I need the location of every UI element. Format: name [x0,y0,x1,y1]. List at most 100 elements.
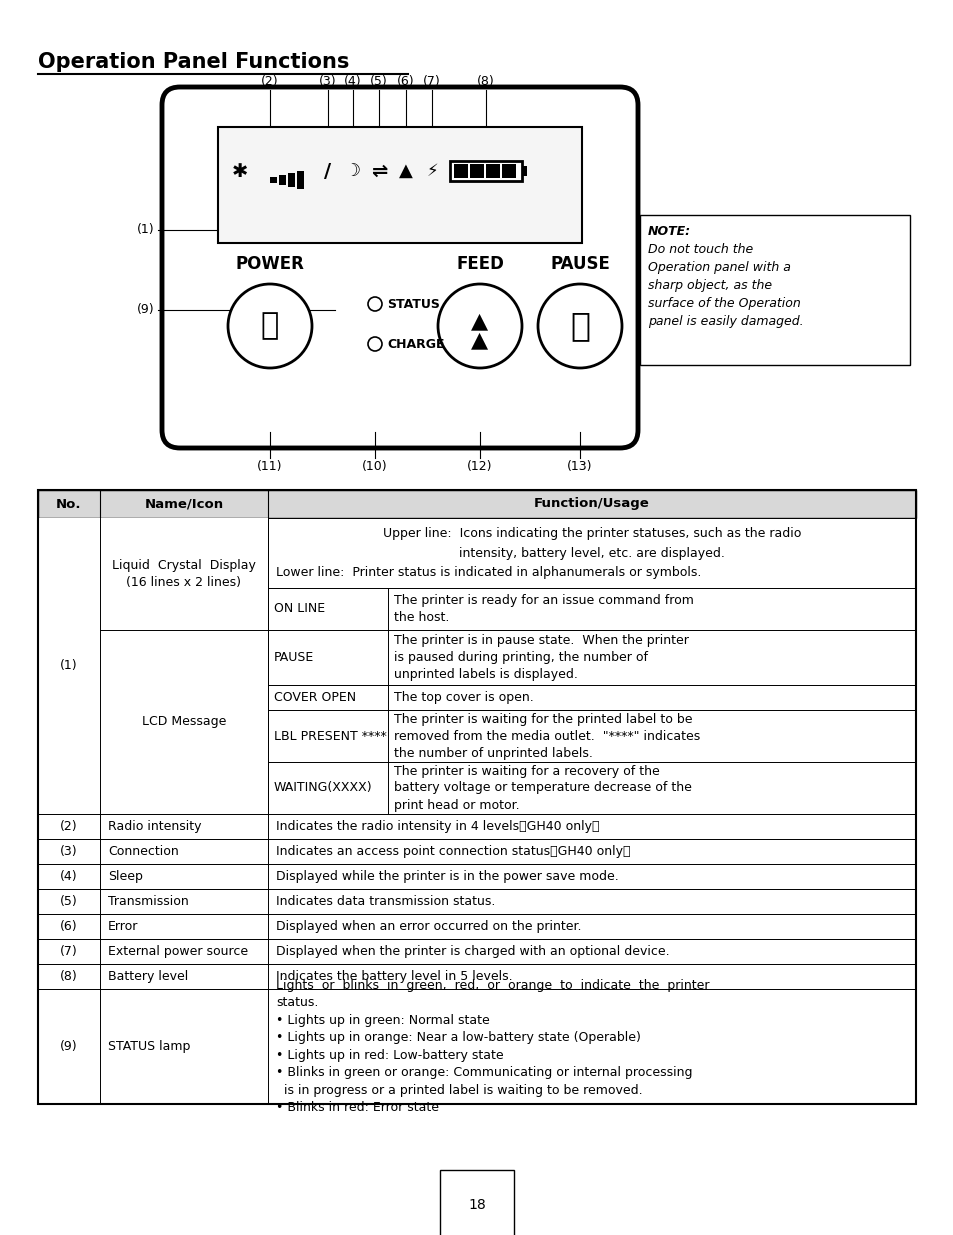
Text: (2): (2) [261,75,278,88]
Text: ▲: ▲ [471,311,488,331]
Text: (10): (10) [362,459,388,473]
Text: ON LINE: ON LINE [274,603,325,615]
Bar [38,914,915,939]
Text: ⏸: ⏸ [569,310,589,342]
Bar [38,989,915,1104]
Text: (8): (8) [476,75,495,88]
Bar [38,864,915,889]
Bar [100,517,268,630]
Bar [296,172,304,189]
Text: LBL PRESENT ****: LBL PRESENT **** [274,730,386,742]
Text: (2): (2) [60,820,78,832]
Bar [38,685,915,710]
Text: Function/Usage: Function/Usage [534,498,649,510]
Bar [454,164,468,178]
Bar [38,517,100,814]
Text: COVER OPEN: COVER OPEN [274,692,355,704]
Bar [38,630,915,685]
Text: Radio intensity: Radio intensity [108,820,201,832]
Text: (4): (4) [60,869,78,883]
Circle shape [437,284,521,368]
Bar [288,173,294,186]
Text: (9): (9) [137,304,154,316]
Bar [38,490,915,517]
Bar [100,630,268,814]
Text: (13): (13) [567,459,592,473]
Text: Lights  or  blinks  in  green,  red,  or  orange  to  indicate  the  printer
sta: Lights or blinks in green, red, or orang… [275,979,709,1114]
Text: Do not touch the
Operation panel with a
sharp object, as the
surface of the Oper: Do not touch the Operation panel with a … [647,243,802,329]
Text: (3): (3) [319,75,336,88]
Text: (6): (6) [60,920,78,932]
Bar [38,889,915,914]
Text: PAUSE: PAUSE [550,256,609,273]
Bar [38,762,915,814]
FancyBboxPatch shape [162,86,638,448]
Text: (5): (5) [370,75,388,88]
Text: (5): (5) [60,895,78,908]
Circle shape [228,284,312,368]
Bar [38,710,915,762]
Text: ⚡: ⚡ [426,162,437,180]
Text: ⏻: ⏻ [260,311,279,341]
Text: The top cover is open.: The top cover is open. [394,692,533,704]
Text: The printer is waiting for a recovery of the
battery voltage or temperature decr: The printer is waiting for a recovery of… [394,764,691,811]
Text: CHARGE: CHARGE [387,337,444,351]
Text: Indicates an access point connection status（GH40 only）: Indicates an access point connection sta… [275,845,630,858]
Text: NOTE:: NOTE: [647,225,690,238]
Text: ▲: ▲ [398,162,413,180]
Bar [521,165,526,177]
Bar [218,127,581,243]
Text: /: / [324,162,332,180]
Bar [470,164,483,178]
Bar [450,161,521,182]
Text: Liquid  Crystal  Display
(16 lines x 2 lines): Liquid Crystal Display (16 lines x 2 lin… [112,559,255,589]
Bar [639,215,909,366]
Text: Operation Panel Functions: Operation Panel Functions [38,52,349,72]
Text: POWER: POWER [235,256,304,273]
Text: (9): (9) [60,1040,78,1053]
Text: (8): (8) [60,969,78,983]
Text: PAUSE: PAUSE [274,651,314,664]
Text: ⇌: ⇌ [371,162,387,180]
Text: Indicates data transmission status.: Indicates data transmission status. [275,895,495,908]
Text: WAITING(XXXX): WAITING(XXXX) [274,782,373,794]
Text: Indicates the radio intensity in 4 levels（GH40 only）: Indicates the radio intensity in 4 level… [275,820,598,832]
Text: Displayed when an error occurred on the printer.: Displayed when an error occurred on the … [275,920,581,932]
Text: Sleep: Sleep [108,869,143,883]
Text: Lower line:  Printer status is indicated in alphanumerals or symbols.: Lower line: Printer status is indicated … [275,566,700,579]
Bar [38,588,915,630]
Bar [270,177,276,183]
Bar [501,164,516,178]
Text: (3): (3) [60,845,78,858]
Text: Displayed while the printer is in the power save mode.: Displayed while the printer is in the po… [275,869,618,883]
Text: ▲: ▲ [471,330,488,350]
Text: (7): (7) [423,75,440,88]
Text: 18: 18 [468,1198,485,1212]
Text: intensity, battery level, etc. are displayed.: intensity, battery level, etc. are displ… [458,547,724,559]
Bar [38,965,915,989]
Text: (12): (12) [467,459,493,473]
Text: (1): (1) [60,659,78,673]
Text: Upper line:  Icons indicating the printer statuses, such as the radio: Upper line: Icons indicating the printer… [382,527,801,540]
Text: No.: No. [56,498,82,510]
Text: The printer is ready for an issue command from
the host.: The printer is ready for an issue comman… [394,594,693,624]
Text: (1): (1) [137,224,154,236]
Text: Indicates the battery level in 5 levels.: Indicates the battery level in 5 levels. [275,969,512,983]
Bar [278,175,286,185]
Text: LCD Message: LCD Message [142,715,226,729]
Text: ✱: ✱ [232,162,248,180]
Bar [485,164,499,178]
Text: (11): (11) [257,459,282,473]
Text: Name/Icon: Name/Icon [144,498,223,510]
Text: (6): (6) [396,75,415,88]
Text: STATUS: STATUS [387,298,439,310]
Circle shape [368,337,381,351]
Text: Battery level: Battery level [108,969,188,983]
Bar [38,490,915,1104]
Text: Transmission: Transmission [108,895,189,908]
Bar [38,517,915,588]
Bar [38,839,915,864]
Bar [38,814,915,839]
Text: STATUS lamp: STATUS lamp [108,1040,191,1053]
Text: ☽: ☽ [345,162,360,180]
